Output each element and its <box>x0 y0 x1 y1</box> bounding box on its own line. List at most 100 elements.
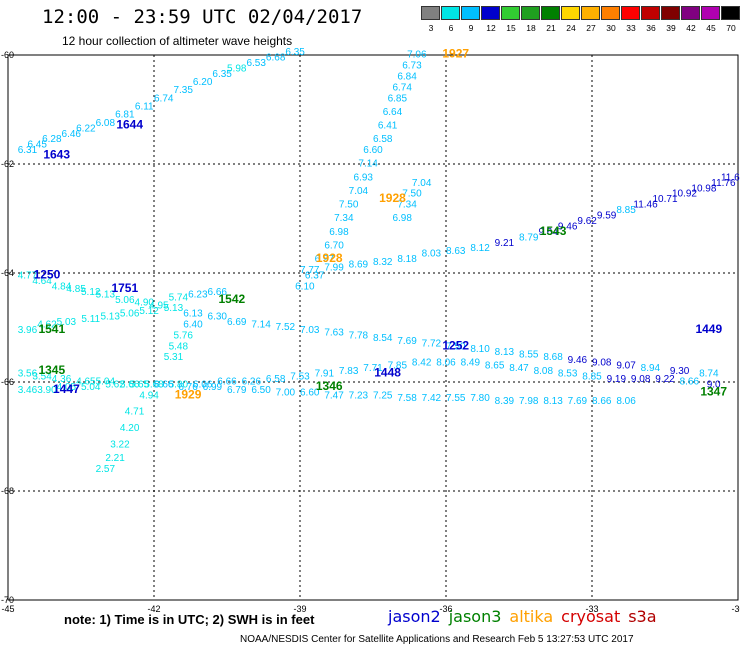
wave-height-value: 8.54 <box>373 333 393 344</box>
pass-time-label: 1541 <box>38 322 65 336</box>
color-scale-label: 21 <box>546 23 556 33</box>
wave-height-value: 7.69 <box>397 336 417 347</box>
pass-time-label: 1643 <box>43 148 70 162</box>
pass-time-label: 1929 <box>175 387 202 401</box>
wave-height-value: 6.74 <box>154 93 174 104</box>
wave-height-value: 8.10 <box>470 344 490 355</box>
wave-height-value: 6.93 <box>354 172 374 183</box>
color-swatch <box>641 6 660 20</box>
credit-line: NOAA/NESDIS Center for Satellite Applica… <box>240 634 634 645</box>
longitude-tick-label: -45 <box>1 604 14 614</box>
wave-height-value: 7.42 <box>422 393 442 404</box>
wave-height-value: 7.50 <box>339 200 359 211</box>
wave-height-value: 4.90 <box>135 298 155 309</box>
wave-height-value: 6.22 <box>76 123 96 134</box>
wave-height-value: 9.07 <box>616 360 636 371</box>
color-scale-label: 24 <box>566 23 576 33</box>
wave-height-value: 7.99 <box>324 262 344 273</box>
wave-height-value: 7.50 <box>402 189 422 200</box>
wave-height-value: 5.11 <box>81 314 100 325</box>
satellite-legend-jason3: jason3 <box>448 607 502 626</box>
longitude-tick-label: -39 <box>293 604 306 614</box>
wave-height-value: 5.12 <box>139 306 159 317</box>
wave-height-value: 5.98 <box>227 63 247 74</box>
pass-time-label: 1448 <box>374 366 401 380</box>
wave-height-value: 4.36 <box>52 374 72 385</box>
wave-height-value: 8.53 <box>558 369 578 380</box>
wave-height-value: 6.11 <box>135 102 154 113</box>
wave-height-value: 6.30 <box>208 311 228 322</box>
wave-height-value: 11.76 <box>711 178 736 189</box>
color-scale-label: 33 <box>626 23 636 33</box>
wave-height-value: 8.42 <box>412 358 432 369</box>
wave-height-value: 6.31 <box>18 145 38 156</box>
wave-height-value: 6.10 <box>295 281 315 292</box>
pass-time-label: 1347 <box>700 385 727 399</box>
longitude-tick-label: -36 <box>439 604 452 614</box>
wave-height-value: 8.03 <box>422 249 442 260</box>
wave-height-value: 8.32 <box>373 257 393 268</box>
wave-height-value: 5.04 <box>81 382 101 393</box>
wave-height-value: 7.03 <box>300 325 320 336</box>
wave-height-value: 7.06 <box>407 50 427 61</box>
wave-height-value: 7.04 <box>412 178 432 189</box>
wave-height-value: 4.77 <box>18 270 38 281</box>
wave-height-value: 7.25 <box>373 390 393 401</box>
wave-height-value: 6.40 <box>183 320 203 331</box>
pass-time-label: 1447 <box>53 382 80 396</box>
wave-height-value: 8.39 <box>495 396 515 407</box>
wave-height-value: 5.68 <box>144 379 164 390</box>
wave-height-value: 4.84 <box>52 281 72 292</box>
pass-time-label: 1927 <box>442 47 469 61</box>
wave-height-value: 5.80 <box>169 379 189 390</box>
wave-height-value: 6.28 <box>42 134 62 145</box>
color-swatch <box>541 6 560 20</box>
wave-height-value: 9.64 <box>538 227 558 238</box>
color-swatch <box>441 6 460 20</box>
map-frame <box>7 54 739 601</box>
wave-height-value: 9.30 <box>670 366 690 377</box>
wave-height-value: 6.79 <box>227 385 247 396</box>
wave-height-value: 9.08 <box>592 358 612 369</box>
satellite-legend-altika: altika <box>509 607 554 626</box>
satellite-legend-cryosat: cryosat <box>561 607 621 626</box>
satellite-legend-jason2: jason2 <box>388 607 441 626</box>
wave-height-value: 6.97 <box>315 254 335 265</box>
color-scale-label: 27 <box>586 23 596 33</box>
wave-height-value: 7.55 <box>446 393 466 404</box>
wave-height-value: 6.37 <box>305 270 325 281</box>
wave-height-value: 5.66 <box>120 379 140 390</box>
wave-height-value: 7.34 <box>334 213 354 224</box>
wave-height-value: 7.58 <box>397 393 417 404</box>
color-scale <box>421 6 740 20</box>
wave-height-value: 6.68 <box>266 52 286 63</box>
color-swatch <box>481 6 500 20</box>
wave-height-value: 3.46 <box>18 385 38 396</box>
wave-height-value: 6.70 <box>324 240 344 251</box>
wave-height-value: 5.13 <box>100 311 120 322</box>
wave-height-value: 7.72 <box>422 339 442 350</box>
color-swatch <box>661 6 680 20</box>
color-scale-label: 36 <box>646 23 656 33</box>
wave-height-value: 3.90 <box>37 385 57 396</box>
color-swatch <box>621 6 640 20</box>
wave-height-value: 7.14 <box>251 320 271 331</box>
footer-note: note: 1) Time is in UTC; 2) SWH is in fe… <box>64 612 315 627</box>
wave-height-value: 4.94 <box>139 390 159 401</box>
color-scale-label: 3 <box>428 23 434 33</box>
wave-height-value: 8.74 <box>699 369 719 380</box>
wave-height-value: 6.66 <box>208 287 228 298</box>
longitude-tick-label: -42 <box>147 604 160 614</box>
color-swatch <box>581 6 600 20</box>
color-scale-label: 42 <box>686 23 696 33</box>
wave-height-value: 6.13 <box>183 309 203 320</box>
wave-height-value: 9.46 <box>558 221 578 232</box>
wave-height-value: 4.62 <box>37 320 57 331</box>
wave-height-value: 11.46 <box>633 200 658 211</box>
color-scale-label: 9 <box>468 23 474 33</box>
page-subtitle: 12 hour collection of altimeter wave hei… <box>62 34 293 48</box>
wave-height-value: 7.85 <box>388 360 408 371</box>
wave-height-value: 9.21 <box>495 238 515 249</box>
wave-height-value: 6.35 <box>285 47 305 58</box>
wave-height-value: 6.69 <box>227 317 247 328</box>
